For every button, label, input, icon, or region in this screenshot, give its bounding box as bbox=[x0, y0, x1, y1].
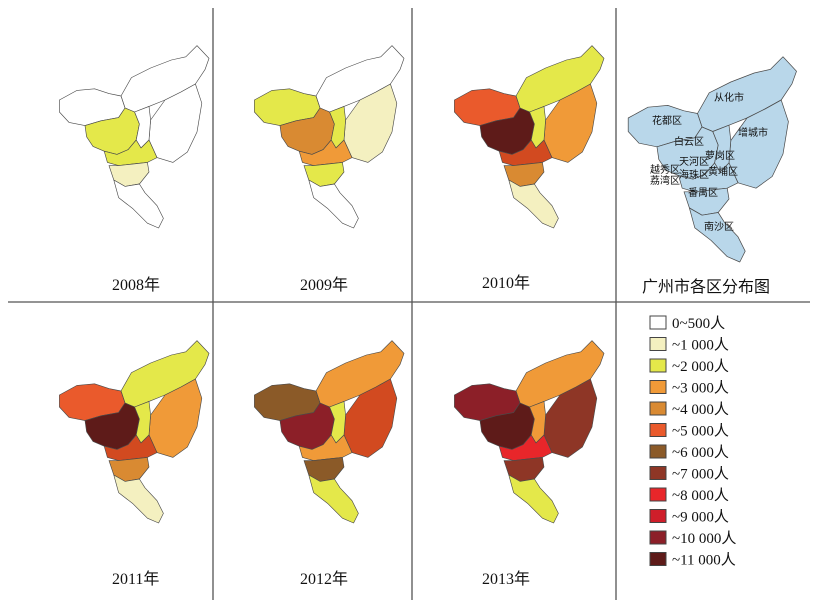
legend-swatch bbox=[649, 380, 667, 394]
district-label-baiyun: 白云区 bbox=[674, 135, 704, 148]
legend-swatch bbox=[649, 358, 667, 373]
map-panel-2011 bbox=[59, 340, 210, 524]
district-label-tianhe: 天河区 bbox=[679, 156, 709, 168]
legend-label: ~9 000人 bbox=[672, 509, 729, 526]
legend-label: ~6 000人 bbox=[672, 444, 729, 461]
map-panel-2010 bbox=[454, 45, 605, 229]
reference-map-title: 广州市各区分布图 bbox=[642, 278, 770, 296]
district-label-luogang: 萝岗区 bbox=[705, 150, 735, 162]
panel-label-2011: 2011年 bbox=[112, 570, 159, 588]
ref-region-core bbox=[678, 162, 739, 193]
legend-label: 0~500人 bbox=[672, 315, 725, 332]
legend-label: ~10 000人 bbox=[672, 530, 736, 547]
district-label-nansha: 南沙区 bbox=[704, 220, 734, 233]
legend-label: ~8 000人 bbox=[672, 487, 729, 504]
p2009-region-core bbox=[298, 139, 353, 166]
map-panel-2013 bbox=[454, 340, 605, 524]
panel-label-2010: 2010年 bbox=[482, 274, 530, 292]
legend-label: ~7 000人 bbox=[672, 466, 729, 483]
district-label-yuexiu: 越秀区 bbox=[650, 163, 680, 176]
district-label-liwan: 荔湾区 bbox=[650, 174, 680, 187]
p2011-region-core bbox=[103, 434, 158, 461]
legend-swatch bbox=[649, 423, 667, 437]
p2013-region-nansha bbox=[508, 474, 559, 524]
p2012-region-nansha bbox=[308, 474, 359, 524]
legend-label: ~5 000人 bbox=[672, 423, 729, 440]
panel-label-2013: 2013年 bbox=[482, 570, 530, 588]
map-panel-2012 bbox=[254, 340, 405, 524]
p2009-region-nansha bbox=[308, 179, 359, 229]
legend-swatch bbox=[649, 337, 667, 351]
district-label-conghua: 从化市 bbox=[714, 91, 744, 104]
legend-swatch bbox=[649, 530, 667, 545]
p2012-region-core bbox=[298, 434, 353, 461]
p2010-region-core bbox=[498, 139, 553, 166]
district-label-huadu: 花都区 bbox=[652, 114, 682, 127]
legend-swatch bbox=[649, 552, 667, 566]
legend-swatch bbox=[649, 315, 667, 330]
panel-label-2012: 2012年 bbox=[300, 570, 348, 588]
legend-swatch bbox=[649, 509, 667, 523]
p2008-region-core bbox=[103, 139, 158, 166]
p2010-region-nansha bbox=[508, 179, 559, 229]
district-label-haizhu: 海珠区 bbox=[679, 168, 709, 181]
legend-label: ~2 000人 bbox=[672, 358, 729, 375]
map-panel-2009 bbox=[254, 45, 405, 229]
legend-label: ~4 000人 bbox=[672, 401, 729, 418]
legend-label: ~11 000人 bbox=[672, 552, 736, 569]
district-label-zengcheng: 增城市 bbox=[738, 126, 768, 139]
legend-label: ~3 000人 bbox=[672, 380, 729, 397]
legend-swatch bbox=[649, 444, 667, 459]
legend-swatch bbox=[649, 466, 667, 480]
legend-swatch bbox=[649, 401, 667, 416]
district-label-panyu: 番禺区 bbox=[688, 187, 718, 199]
legend-swatch bbox=[649, 487, 667, 502]
legend-label: ~1 000人 bbox=[672, 337, 729, 354]
reference-district-map bbox=[627, 56, 797, 263]
district-label-huangpu: 黄埔区 bbox=[708, 165, 738, 178]
p2013-region-core bbox=[498, 434, 553, 461]
map-panel-2008 bbox=[59, 45, 210, 229]
p2008-region-nansha bbox=[113, 179, 164, 229]
reference-district-labels: 从化市 花都区 增城市 白云区 萝岗区 天河区 越秀区 黄埔区 荔湾区 海珠区 … bbox=[650, 91, 768, 233]
panel-label-2008: 2008年 bbox=[112, 276, 160, 294]
p2011-region-nansha bbox=[113, 474, 164, 524]
legend: 0~500人 ~1 000人 ~2 000人 ~3 000人 ~4 000人 ~5 000… bbox=[649, 315, 736, 569]
ref-region-nansha bbox=[689, 207, 746, 263]
panel-label-2009: 2009年 bbox=[300, 276, 348, 294]
